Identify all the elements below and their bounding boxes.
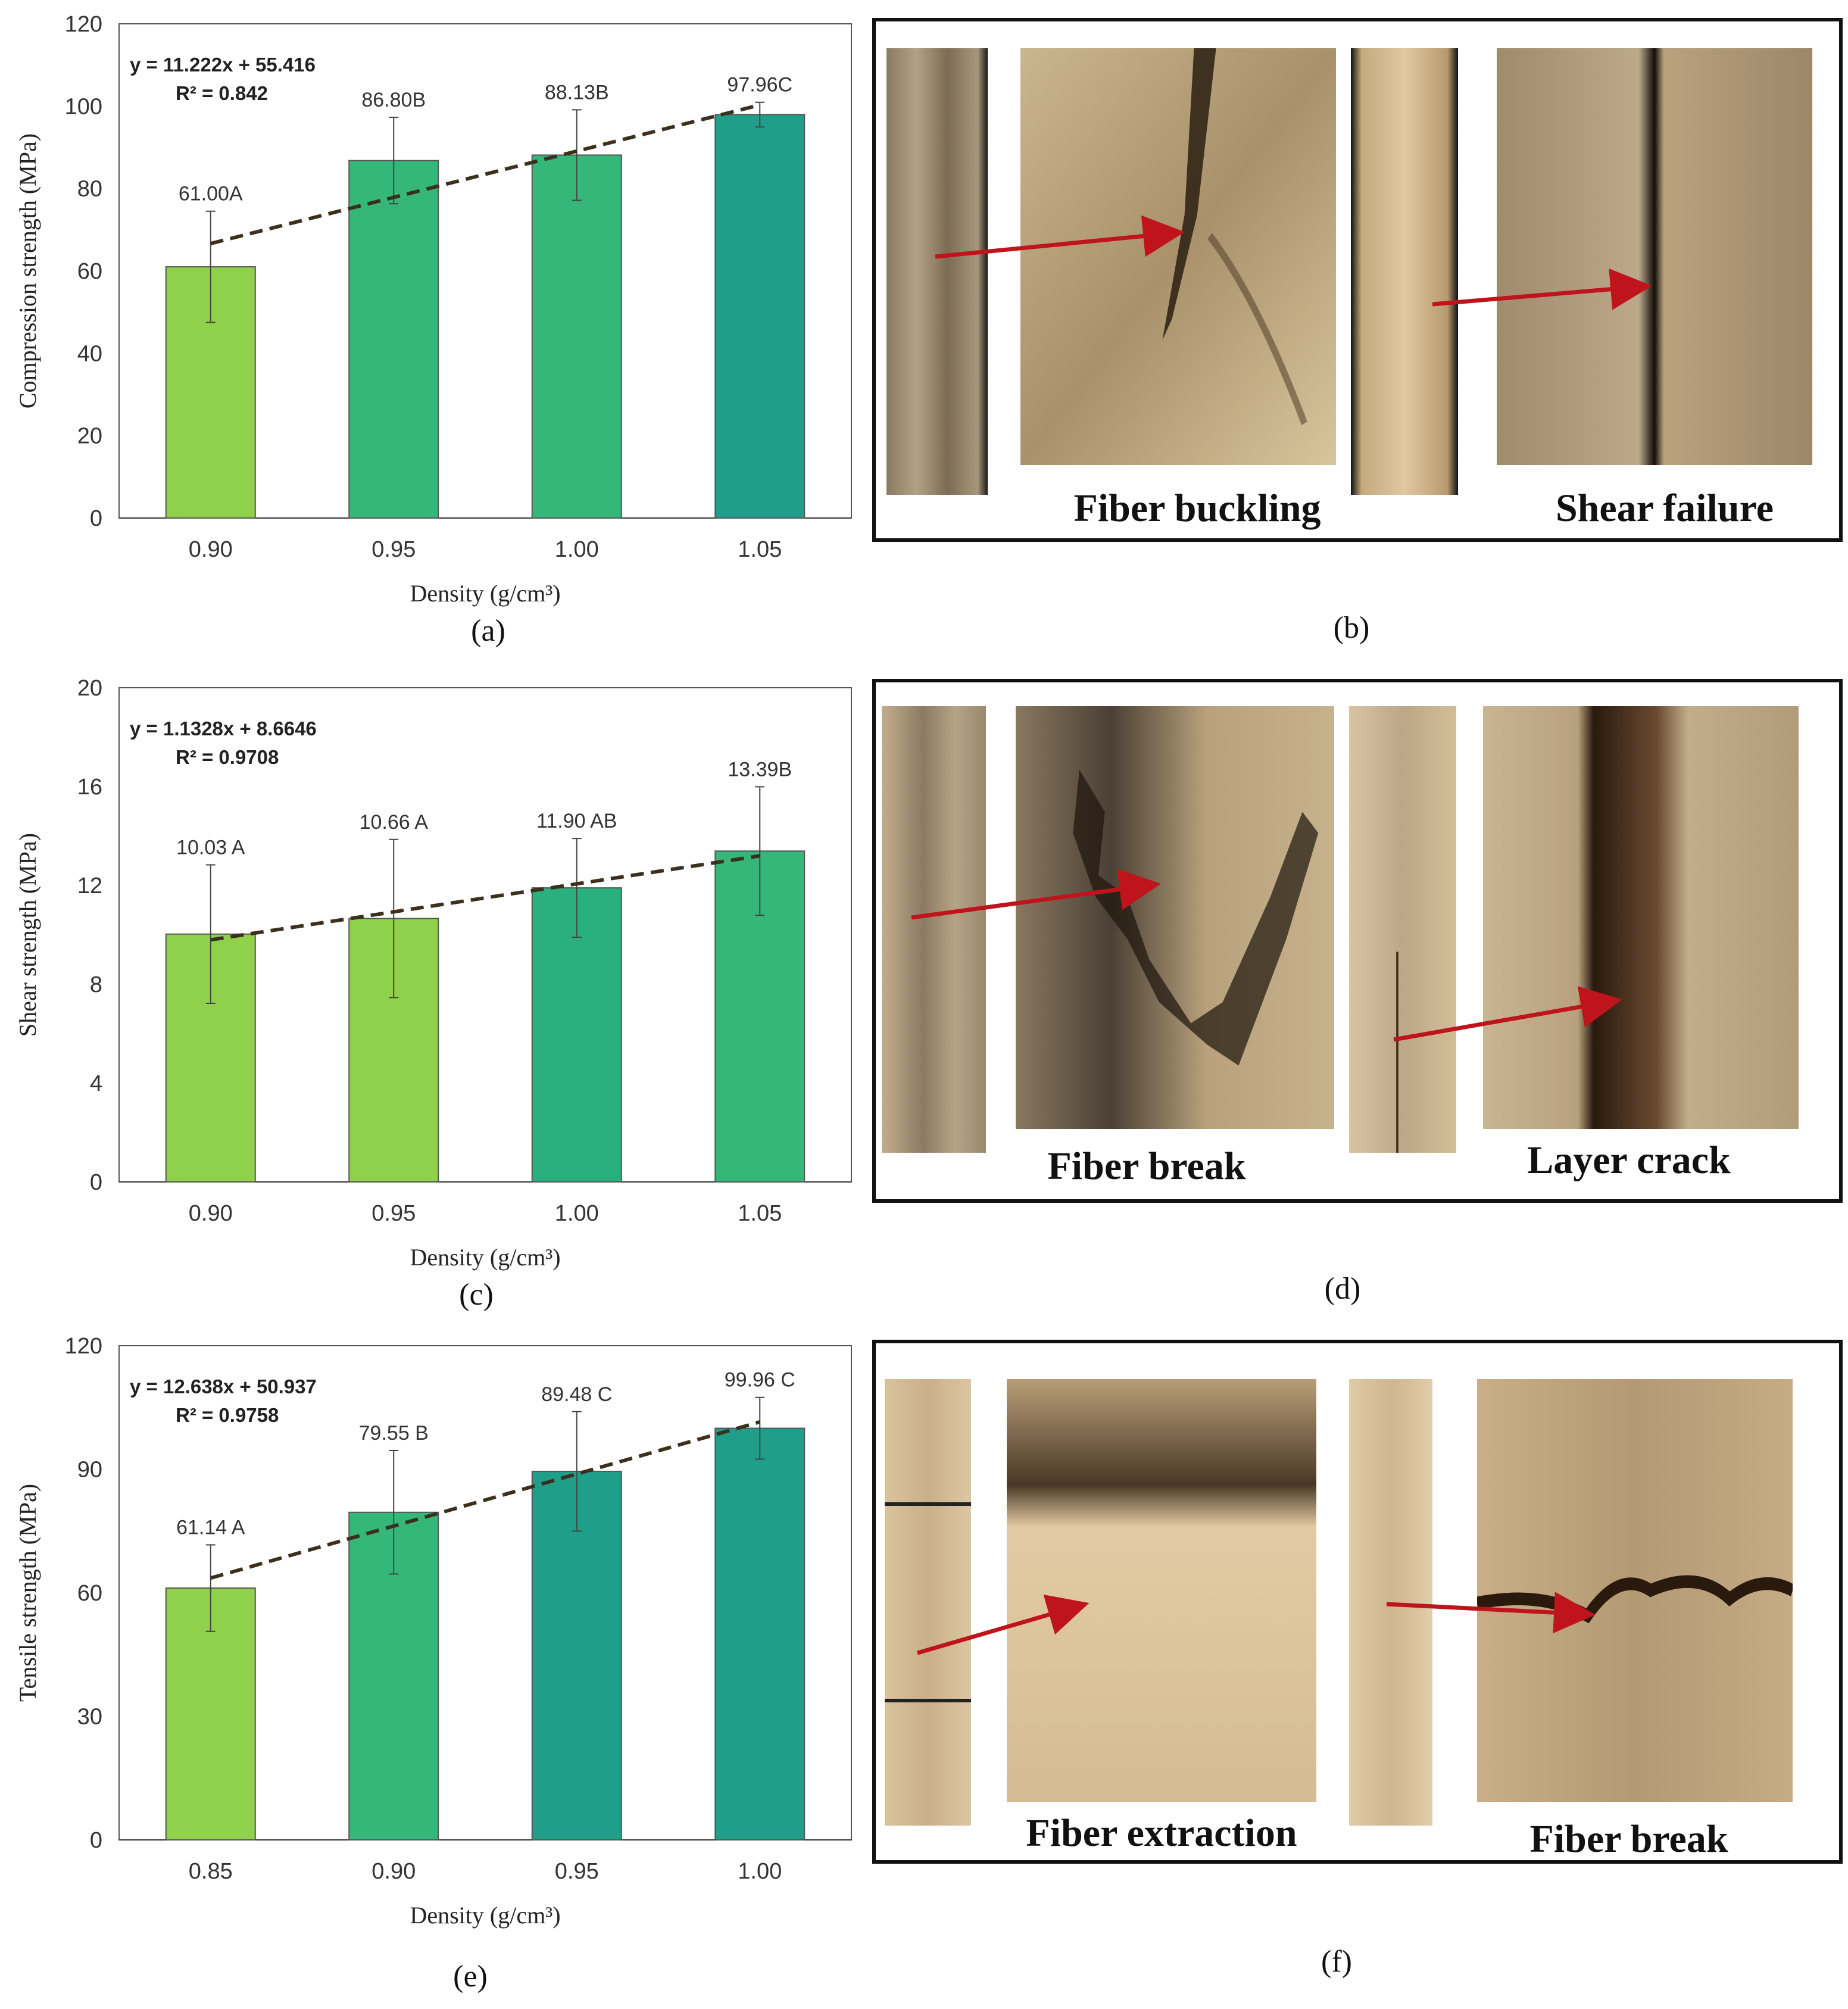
micrograph-image — [1483, 706, 1799, 1129]
trendline — [210, 854, 760, 942]
arrow-icon — [917, 1592, 1596, 1655]
y-tick-label: 16 — [77, 775, 102, 800]
panel-label-f: (f) — [1321, 1945, 1352, 1979]
chart-panel-c: 0 4 8 12 16 20 0.90 10.03 A 0.95 10.66 A 1.00 11.90… — [0, 664, 857, 1295]
y-tick-label: 60 — [77, 259, 102, 284]
photo-panel-d: Fiber break Layer crack — [872, 679, 1843, 1203]
x-tick-label: 0.90 — [372, 1859, 416, 1884]
x-axis-title: Density (g/cm³) — [410, 1244, 560, 1271]
caption-shear-failure: Shear failure — [1555, 486, 1774, 530]
micrograph-image — [886, 48, 988, 495]
bar-value-label: 10.03 A — [176, 837, 245, 859]
bar-value-label: 13.39B — [728, 758, 792, 781]
bar-value-label: 99.96 C — [725, 1369, 795, 1392]
trend-r2: R² = 0.842 — [176, 82, 268, 104]
compression-chart: 0 20 40 60 80 100 120 0.90 61.00A 0.95 86.80B 1.00 8… — [14, 12, 852, 607]
y-tick-label: 60 — [77, 1581, 102, 1606]
arrow-icon — [911, 868, 1622, 1042]
bar-value-label: 97.96C — [727, 74, 792, 96]
trend-equation: y = 12.638x + 50.937 — [130, 1375, 317, 1397]
y-tick-label: 0 — [90, 1828, 102, 1853]
trendline — [210, 1420, 761, 1580]
bar-value-label: 11.90 AB — [536, 810, 617, 832]
trendline — [210, 103, 760, 245]
y-tick-label: 100 — [65, 94, 102, 119]
x-tick-label: 0.85 — [189, 1859, 233, 1884]
trend-equation: y = 11.222x + 55.416 — [130, 54, 316, 76]
chart-panel-a: 0 20 40 60 80 100 120 0.90 61.00A 0.95 86.80B 1.00 8… — [0, 0, 857, 631]
y-tick-label: 8 — [90, 972, 102, 997]
x-tick-label: 1.00 — [555, 537, 599, 562]
caption-fiber-break: Fiber break — [1047, 1144, 1246, 1188]
y-tick-label: 0 — [90, 506, 102, 531]
y-axis-title: Tensile strength (MPa) — [14, 1484, 41, 1702]
x-axis-title: Density (g/cm³) — [410, 580, 560, 607]
y-tick-label: 4 — [90, 1071, 102, 1096]
photo-panel-b: Fiber buckling Shear failure — [872, 18, 1843, 542]
bar-value-label: 88.13B — [545, 81, 609, 104]
trend-equation: y = 1.1328x + 8.6646 — [130, 718, 317, 740]
shear-chart: 0 4 8 12 16 20 0.90 10.03 A 0.95 10.66 A 1.00 11.90… — [14, 676, 852, 1271]
y-tick-label: 90 — [77, 1458, 102, 1483]
caption-fiber-extraction: Fiber extraction — [1026, 1811, 1297, 1855]
x-tick-label: 1.00 — [738, 1859, 782, 1884]
x-tick-label: 0.95 — [372, 1201, 416, 1226]
tensile-chart: 0 30 60 90 120 0.85 61.14 A 0.90 79.55 B 0.95 89.4… — [14, 1334, 852, 1929]
micrograph-image — [882, 706, 986, 1153]
caption-fiber-break-f: Fiber break — [1529, 1817, 1728, 1861]
bar-value-label: 86.80B — [361, 89, 426, 111]
bar — [531, 154, 622, 519]
y-tick-label: 80 — [77, 177, 102, 202]
y-tick-label: 120 — [65, 12, 102, 37]
x-tick-label: 0.90 — [189, 1201, 233, 1226]
y-axis-title: Compression strength (MPa) — [14, 133, 41, 408]
y-tick-label: 40 — [77, 341, 102, 366]
micrograph-image — [1497, 48, 1812, 465]
x-tick-label: 1.00 — [555, 1201, 599, 1226]
trend-r2: R² = 0.9708 — [176, 746, 279, 768]
panel-label-b: (b) — [1333, 611, 1370, 645]
y-tick-label: 20 — [77, 676, 102, 701]
x-tick-label: 1.05 — [738, 1201, 782, 1226]
micrograph-image — [1007, 1379, 1316, 1802]
bar — [348, 160, 439, 519]
panel-label-c: (c) — [459, 1278, 494, 1312]
micrograph-image — [1349, 706, 1456, 1153]
y-tick-label: 120 — [65, 1334, 102, 1359]
bar — [714, 1427, 806, 1841]
bar — [531, 1471, 622, 1840]
y-tick-label: 0 — [90, 1170, 102, 1195]
caption-layer-crack: Layer crack — [1527, 1138, 1731, 1182]
micrograph-image — [1477, 1379, 1793, 1802]
bar-value-label: 61.14 A — [176, 1516, 245, 1539]
bar-value-label: 79.55 B — [359, 1422, 429, 1445]
micrograph-image — [1351, 48, 1458, 495]
chart-panel-e: 0 30 60 90 120 0.85 61.14 A 0.90 79.55 B 0.95 89.4… — [0, 1322, 857, 1953]
arrow-icon — [935, 215, 1652, 310]
caption-fiber-buckling: Fiber buckling — [1073, 486, 1321, 530]
y-tick-label: 20 — [77, 424, 102, 449]
x-tick-label: 1.05 — [738, 537, 782, 562]
x-tick-label: 0.90 — [189, 537, 233, 562]
photo-panel-f: Fiber extraction Fiber break — [872, 1340, 1843, 1864]
x-tick-label: 0.95 — [555, 1859, 599, 1884]
bar-value-label: 61.00A — [179, 183, 243, 205]
y-tick-label: 30 — [77, 1705, 102, 1730]
y-tick-label: 12 — [77, 874, 102, 899]
bar — [714, 114, 806, 519]
bar-value-label: 89.48 C — [541, 1383, 612, 1406]
x-tick-label: 0.95 — [372, 537, 416, 562]
micrograph-image — [885, 1379, 971, 1826]
y-axis-title: Shear strength (MPa) — [14, 833, 41, 1037]
trend-r2: R² = 0.9758 — [176, 1404, 279, 1426]
bar-value-label: 10.66 A — [360, 811, 429, 834]
panel-label-a: (a) — [471, 614, 505, 648]
panel-label-e: (e) — [453, 1960, 488, 1994]
micrograph-image — [1016, 706, 1334, 1129]
x-axis-title: Density (g/cm³) — [410, 1902, 560, 1929]
panel-label-d: (d) — [1324, 1272, 1361, 1306]
